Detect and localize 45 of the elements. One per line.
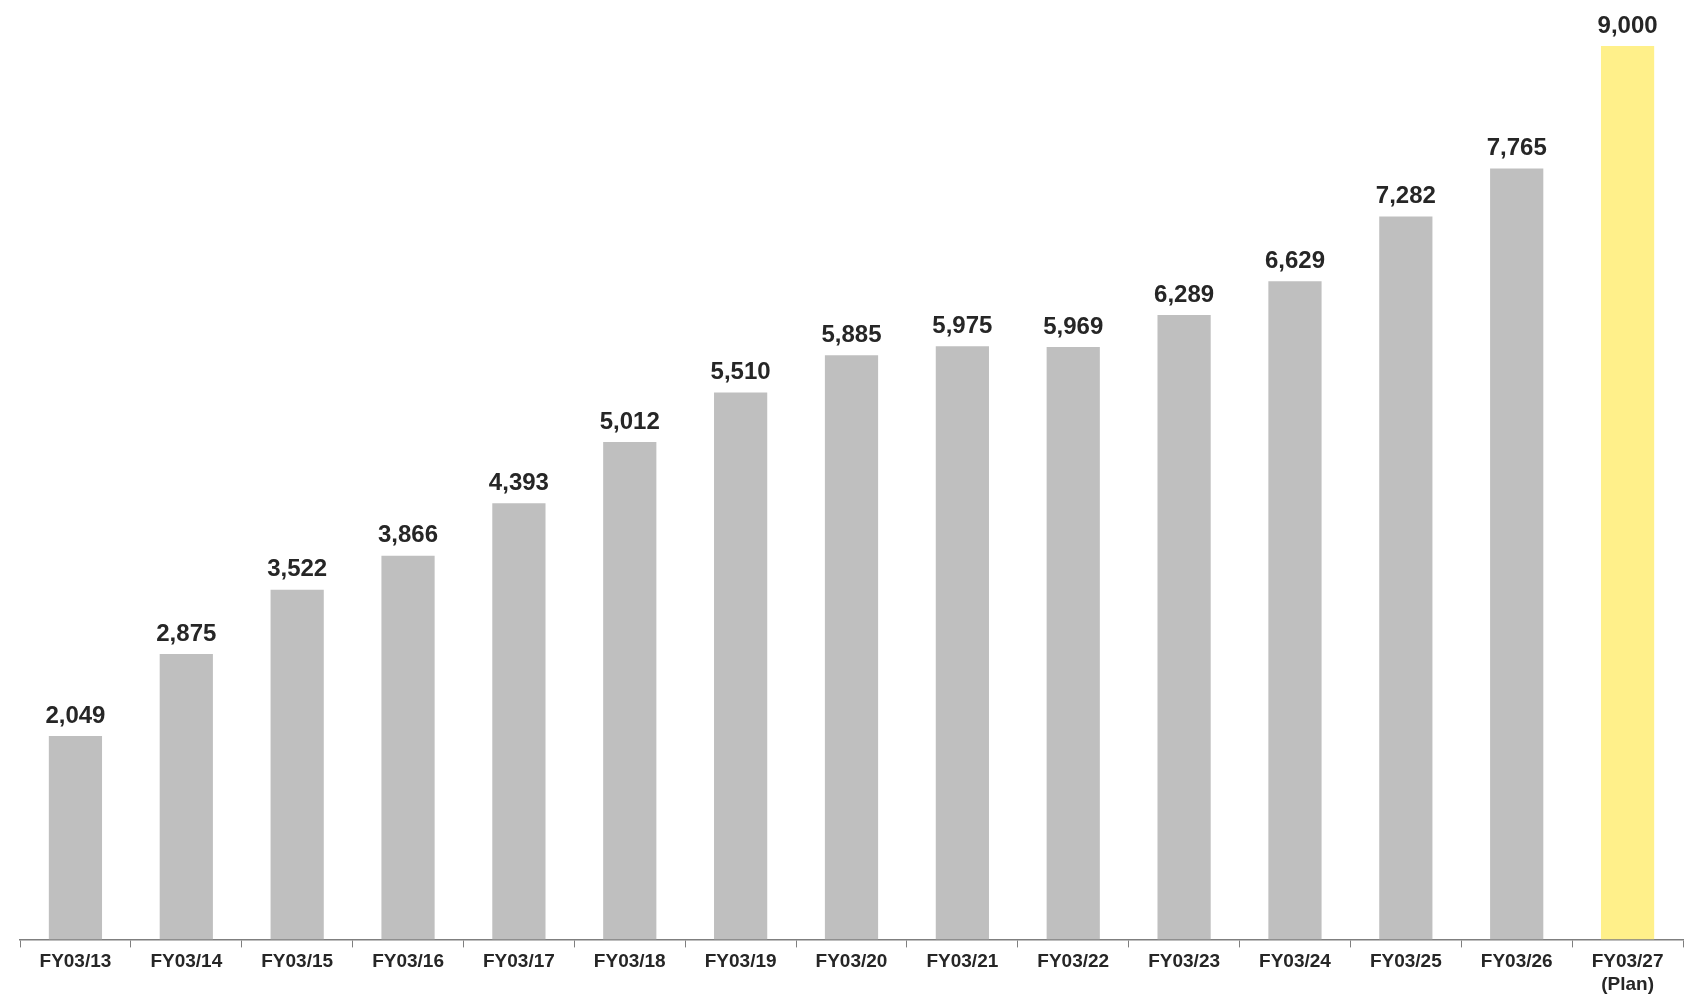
x-tick-label: FY03/21 (926, 950, 999, 972)
data-label: 6,629 (1264, 245, 1325, 273)
data-label: 7,765 (1486, 133, 1547, 161)
bar (48, 736, 103, 940)
x-tick-label: FY03/18 (593, 950, 666, 972)
x-tick-label: FY03/16 (372, 950, 444, 972)
x-tick-label: FY03/27 (Plan) (1591, 950, 1664, 994)
bar (824, 355, 879, 940)
data-label: 5,975 (932, 310, 993, 338)
data-label: 7,282 (1375, 181, 1436, 209)
x-tick-label: FY03/24 (1259, 950, 1332, 972)
data-label: 2,875 (156, 618, 217, 646)
bar (492, 503, 546, 940)
data-label: 3,522 (267, 554, 328, 582)
data-label: 3,866 (378, 520, 439, 548)
bar (935, 346, 989, 940)
bar (1046, 346, 1100, 940)
data-label: 5,885 (821, 319, 882, 347)
x-tick-label: FY03/13 (39, 950, 112, 972)
bar (159, 654, 213, 940)
x-tick-label: FY03/17 (482, 950, 555, 972)
x-tick-label: FY03/23 (1148, 950, 1221, 972)
data-label: 4,393 (488, 467, 549, 495)
bar (270, 589, 324, 940)
bar (714, 392, 768, 940)
x-tick-label: FY03/26 (1480, 950, 1553, 972)
data-label: 2,049 (45, 700, 106, 728)
bar (381, 555, 435, 940)
data-label: 5,012 (599, 406, 660, 434)
x-tick-label: FY03/15 (261, 950, 334, 972)
bar (603, 441, 657, 940)
data-label: 6,289 (1154, 279, 1215, 307)
x-tick-label: FY03/14 (150, 950, 223, 972)
bar (1379, 216, 1433, 940)
x-tick-label: FY03/25 (1369, 950, 1443, 972)
data-label: 9,000 (1597, 10, 1658, 38)
bar (1157, 315, 1211, 940)
x-tick-label: FY03/20 (815, 950, 888, 972)
data-label: 5,969 (1043, 311, 1104, 339)
bar (1268, 281, 1322, 940)
bar (1490, 168, 1544, 940)
x-tick-label: FY03/19 (704, 950, 777, 972)
x-tick-label: FY03/22 (1037, 950, 1110, 972)
bar (1600, 46, 1655, 940)
data-label: 5,510 (710, 357, 771, 385)
